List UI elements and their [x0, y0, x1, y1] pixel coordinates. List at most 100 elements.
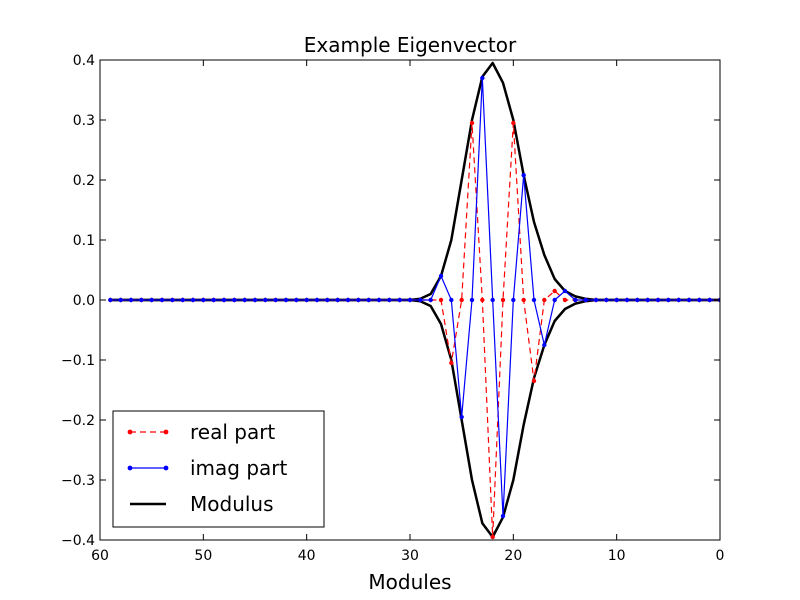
x-axis-label: Modules [368, 570, 451, 594]
imag-part-point [428, 297, 433, 303]
y-tick-label: 0.0 [73, 293, 95, 309]
imag-part-point [511, 297, 516, 303]
imag-part-point [211, 297, 216, 303]
imag-part-point [118, 297, 123, 303]
legend-marker-imag-part [127, 465, 133, 471]
imag-part-point [314, 297, 320, 303]
imag-part-point [232, 297, 237, 303]
imag-part-point [201, 297, 206, 303]
imag-part-point [645, 297, 650, 303]
y-tick-label: 0.2 [73, 173, 95, 189]
imag-part-point [294, 297, 299, 303]
imag-part-point [686, 297, 692, 303]
x-tick-label: 0 [716, 548, 725, 564]
y-tick-label: 0.4 [73, 53, 95, 69]
imag-part-point [366, 297, 371, 303]
legend-label-real-part: real part [190, 420, 275, 444]
imag-part-point [139, 297, 144, 303]
real-part-point [500, 297, 506, 303]
imag-part-point [190, 297, 196, 303]
real-part-point [542, 297, 547, 303]
imag-part-point [221, 297, 227, 303]
imag-part-point [573, 297, 578, 303]
imag-part-point [707, 297, 712, 303]
imag-part-point [562, 288, 568, 294]
imag-part-point [387, 297, 392, 303]
x-tick-label: 40 [298, 548, 316, 564]
legend: real part imag part Modulus [112, 410, 325, 528]
real-part-point [490, 534, 495, 540]
legend-label-modulus: Modulus [190, 492, 274, 516]
imag-part-point [242, 297, 247, 303]
imag-part-point [345, 297, 351, 303]
imag-part-point [159, 297, 165, 303]
series-layer [108, 61, 720, 540]
x-tick-label: 20 [504, 548, 522, 564]
imag-part-point [273, 297, 278, 303]
y-tick-label: 0.1 [73, 233, 95, 249]
imag-part-point [283, 297, 289, 303]
legend-box [112, 410, 325, 528]
imag-part-point [304, 297, 309, 303]
y-tick-label: 0.3 [73, 113, 95, 129]
imag-part-point [542, 342, 547, 348]
imag-part-point [655, 297, 661, 303]
legend-label-imag-part: imag part [190, 456, 288, 480]
imag-part-point [180, 297, 185, 303]
y-tick-label: −0.1 [61, 353, 95, 369]
y-tick-label: −0.2 [61, 413, 95, 429]
imag-part-point [397, 297, 402, 303]
imag-part-point [449, 297, 454, 303]
imag-part-point [376, 297, 382, 303]
imag-part-point [438, 273, 444, 279]
imag-part-point [480, 75, 485, 81]
real-part-point [562, 297, 568, 303]
ticks-layer: 60 50 40 30 20 10 0 0.4 0.3 0.2 0.1 0.0 −0.1 −0.2 −0.3… [61, 53, 724, 564]
imag-part-point [604, 297, 609, 303]
x-tick-label: 10 [608, 548, 626, 564]
real-part-point [521, 297, 526, 303]
imag-part-point [325, 297, 330, 303]
imag-part-point [521, 173, 526, 178]
real-part-point [552, 288, 557, 294]
imag-part-point [635, 297, 640, 303]
real-part-point [480, 297, 485, 303]
legend-marker-real-part [127, 429, 133, 435]
imag-part-point [108, 297, 113, 303]
imag-part-point [418, 297, 423, 303]
imag-part-point [170, 297, 175, 303]
real-part-point [438, 297, 444, 303]
imag-part-point [614, 297, 619, 303]
imag-part-point [666, 297, 671, 303]
legend-marker-real-part [163, 429, 169, 435]
imag-part-point [252, 297, 258, 303]
y-tick-label: −0.3 [61, 473, 95, 489]
x-tick-label: 30 [401, 548, 419, 564]
imag-part-point [552, 297, 557, 303]
imag-part-point [263, 297, 268, 303]
imag-part-point [459, 414, 464, 420]
legend-entries: real part imag part Modulus [127, 420, 288, 516]
imag-part-point [676, 297, 681, 303]
imag-part-point [407, 297, 413, 303]
real-part-point [469, 120, 475, 126]
real-part-point [459, 297, 464, 303]
chart-title: Example Eigenvector [304, 33, 517, 57]
imag-part-point [356, 297, 361, 303]
real-part-point [531, 378, 537, 384]
imag-part-point [490, 297, 495, 303]
imag-part-point [531, 297, 537, 303]
imag-part-point [583, 297, 588, 303]
real-part-point [449, 360, 454, 366]
imag-part-point [128, 297, 134, 303]
imag-part-point [469, 297, 475, 303]
legend-marker-imag-part [163, 465, 169, 471]
real-part-point [511, 120, 516, 126]
imag-part-point [149, 297, 154, 303]
imag-part-point [335, 297, 340, 303]
imag-part-point [593, 297, 599, 303]
y-tick-label: −0.4 [61, 533, 95, 549]
x-tick-label: 60 [91, 548, 109, 564]
x-tick-label: 50 [194, 548, 212, 564]
imag-part-point [624, 297, 630, 303]
